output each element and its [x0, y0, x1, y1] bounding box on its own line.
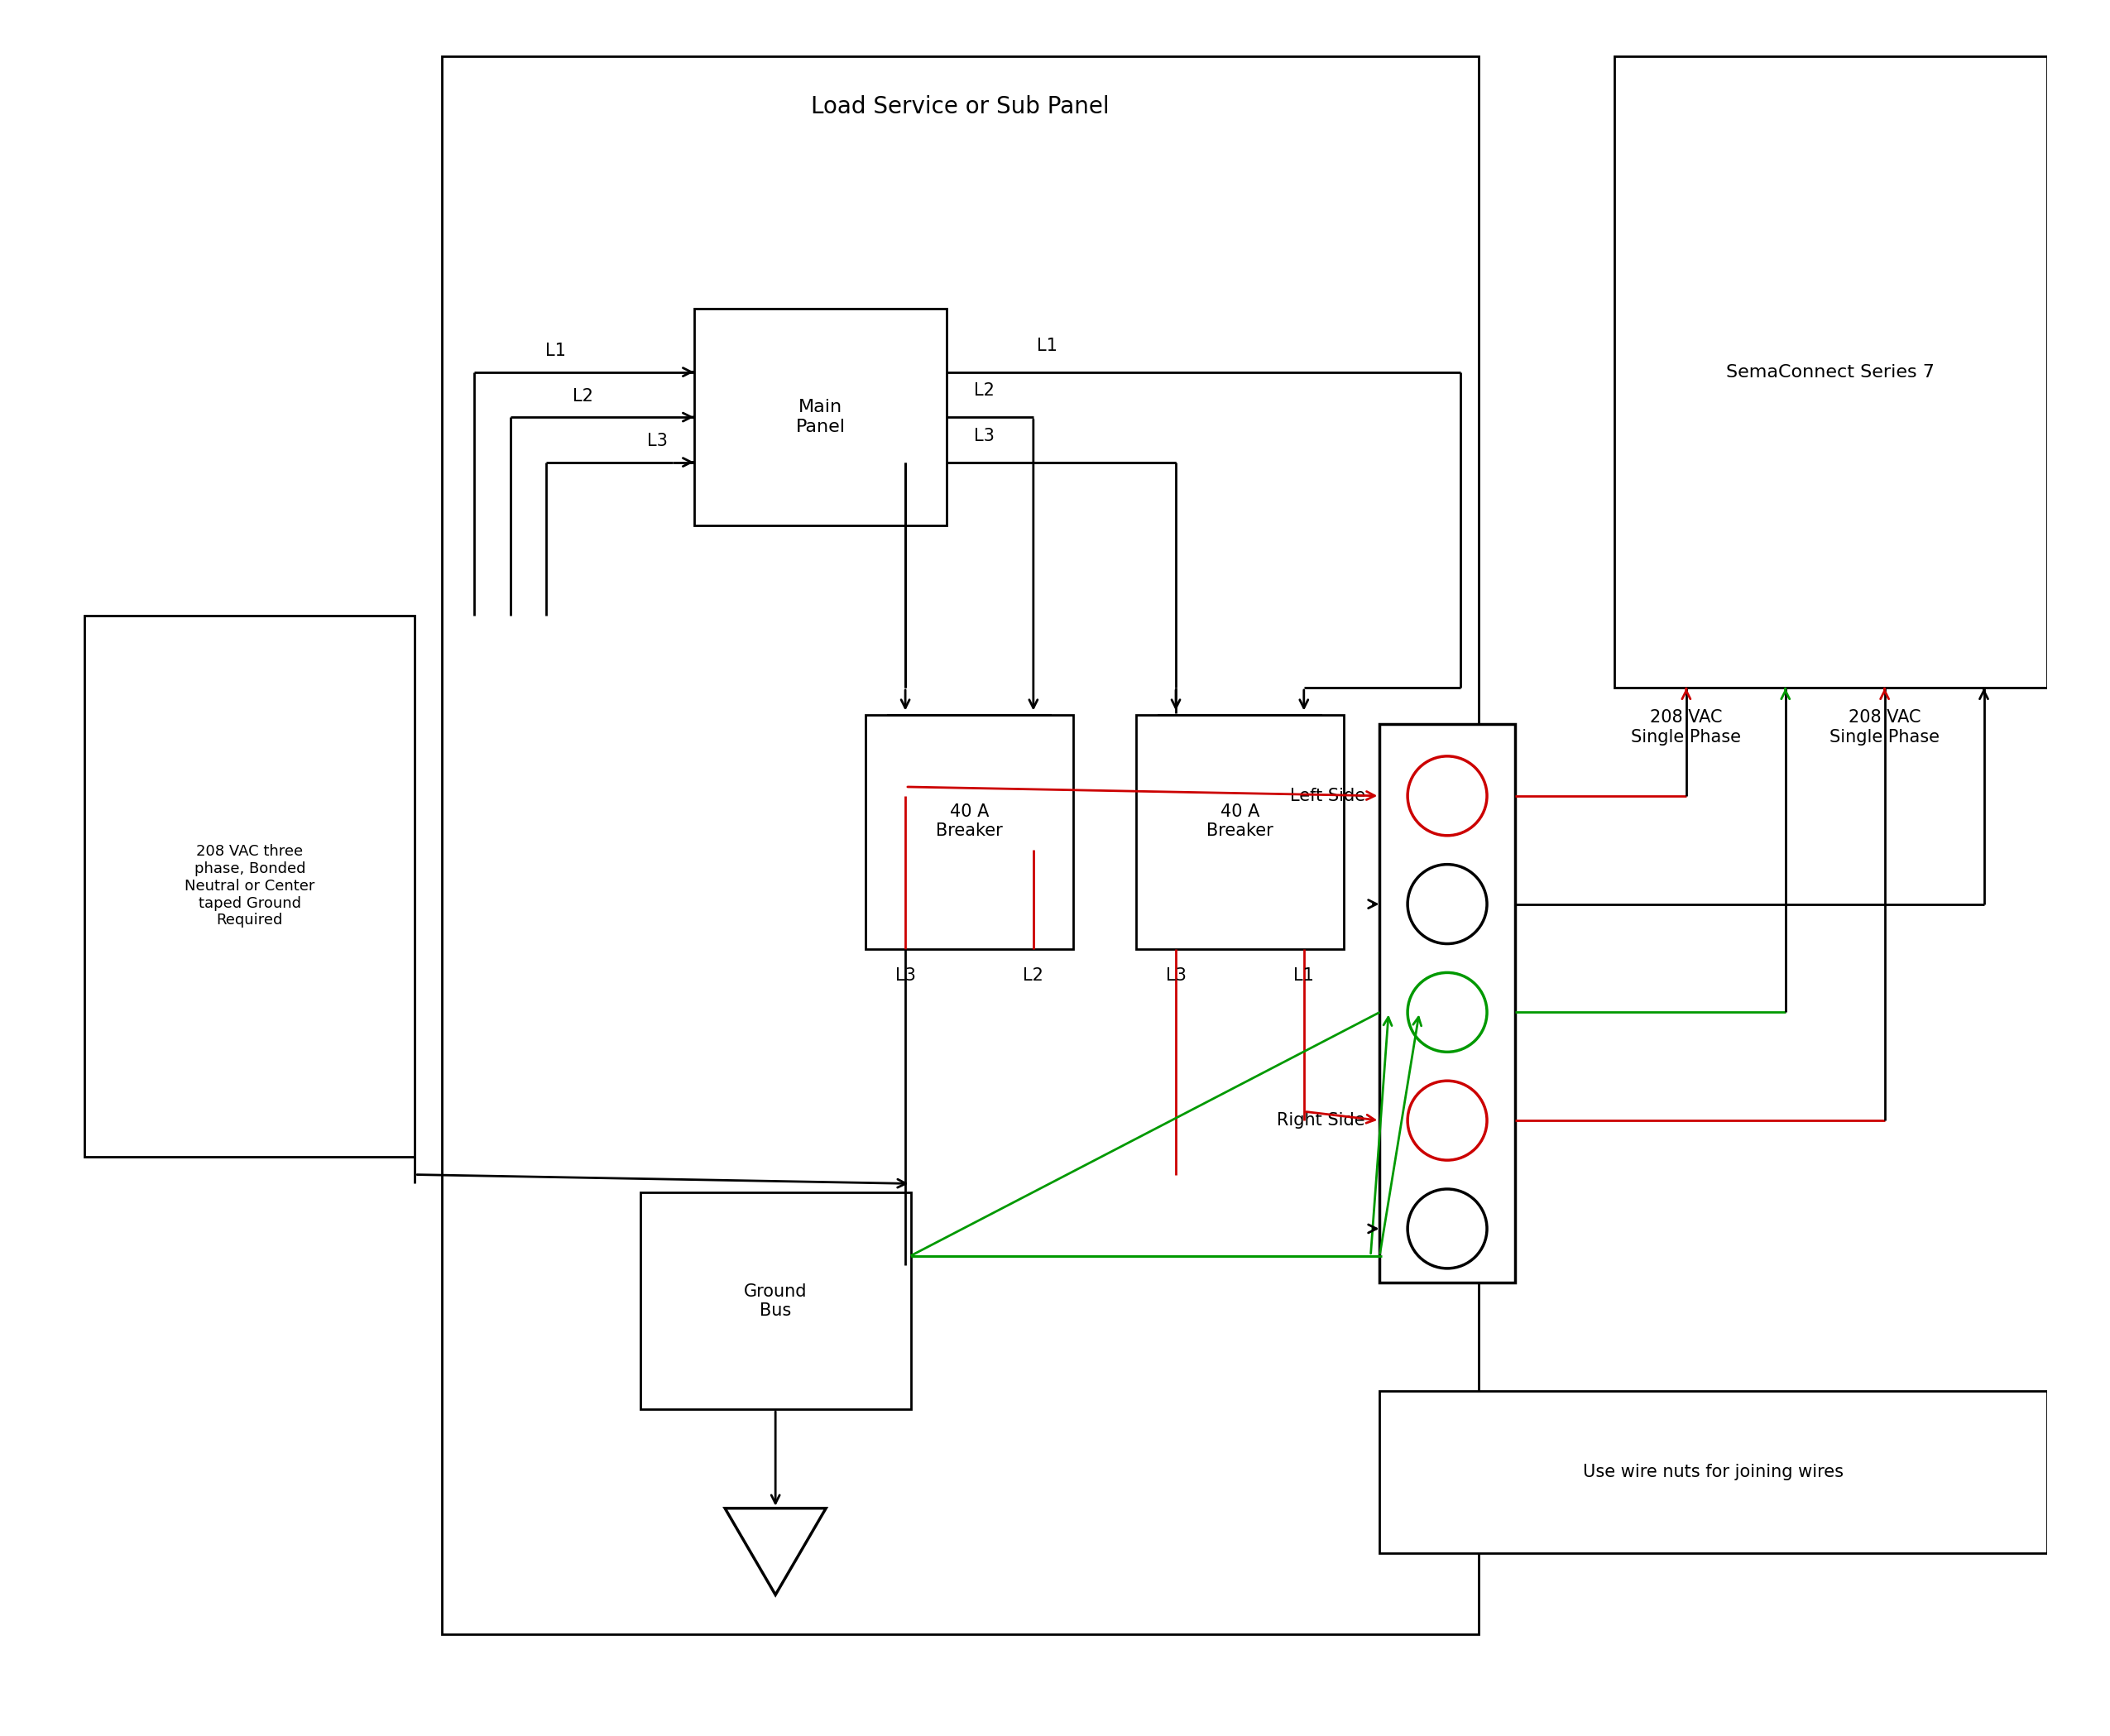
Text: 40 A
Breaker: 40 A Breaker — [1207, 804, 1272, 838]
Bar — [1135, 715, 1344, 950]
Circle shape — [1407, 1082, 1488, 1160]
Bar — [1614, 56, 2047, 687]
Text: L1: L1 — [1036, 337, 1057, 354]
Bar — [694, 309, 947, 526]
Text: Main
Panel: Main Panel — [795, 399, 846, 436]
Bar — [1380, 724, 1515, 1283]
Polygon shape — [726, 1509, 825, 1595]
Text: L1: L1 — [1293, 967, 1315, 984]
Circle shape — [1407, 972, 1488, 1052]
Text: 208 VAC
Single Phase: 208 VAC Single Phase — [1829, 710, 1939, 745]
Text: Load Service or Sub Panel: Load Service or Sub Panel — [810, 95, 1110, 118]
Text: Ground
Bus: Ground Bus — [745, 1283, 808, 1319]
Text: L3: L3 — [975, 427, 994, 444]
Text: L3: L3 — [1165, 967, 1186, 984]
Bar — [865, 715, 1074, 950]
Text: Use wire nuts for joining wires: Use wire nuts for joining wires — [1582, 1463, 1844, 1481]
Circle shape — [1407, 1189, 1488, 1269]
Text: 208 VAC
Single Phase: 208 VAC Single Phase — [1631, 710, 1741, 745]
Text: 208 VAC three
phase, Bonded
Neutral or Center
taped Ground
Required: 208 VAC three phase, Bonded Neutral or C… — [184, 844, 314, 929]
Bar — [441, 56, 1479, 1635]
Text: L3: L3 — [895, 967, 916, 984]
Text: L2: L2 — [975, 382, 994, 399]
Text: L3: L3 — [646, 432, 667, 450]
Text: L2: L2 — [1023, 967, 1044, 984]
Circle shape — [1407, 757, 1488, 835]
Text: Right Side: Right Side — [1277, 1113, 1365, 1128]
Text: L1: L1 — [546, 342, 565, 359]
Text: 40 A
Breaker: 40 A Breaker — [937, 804, 1002, 838]
Circle shape — [1407, 865, 1488, 944]
Bar — [84, 616, 416, 1156]
Text: SemaConnect Series 7: SemaConnect Series 7 — [1726, 365, 1935, 380]
Bar — [639, 1193, 912, 1410]
Bar — [1380, 1391, 2047, 1554]
Text: L2: L2 — [572, 387, 593, 404]
Text: Left Side: Left Side — [1289, 788, 1365, 804]
